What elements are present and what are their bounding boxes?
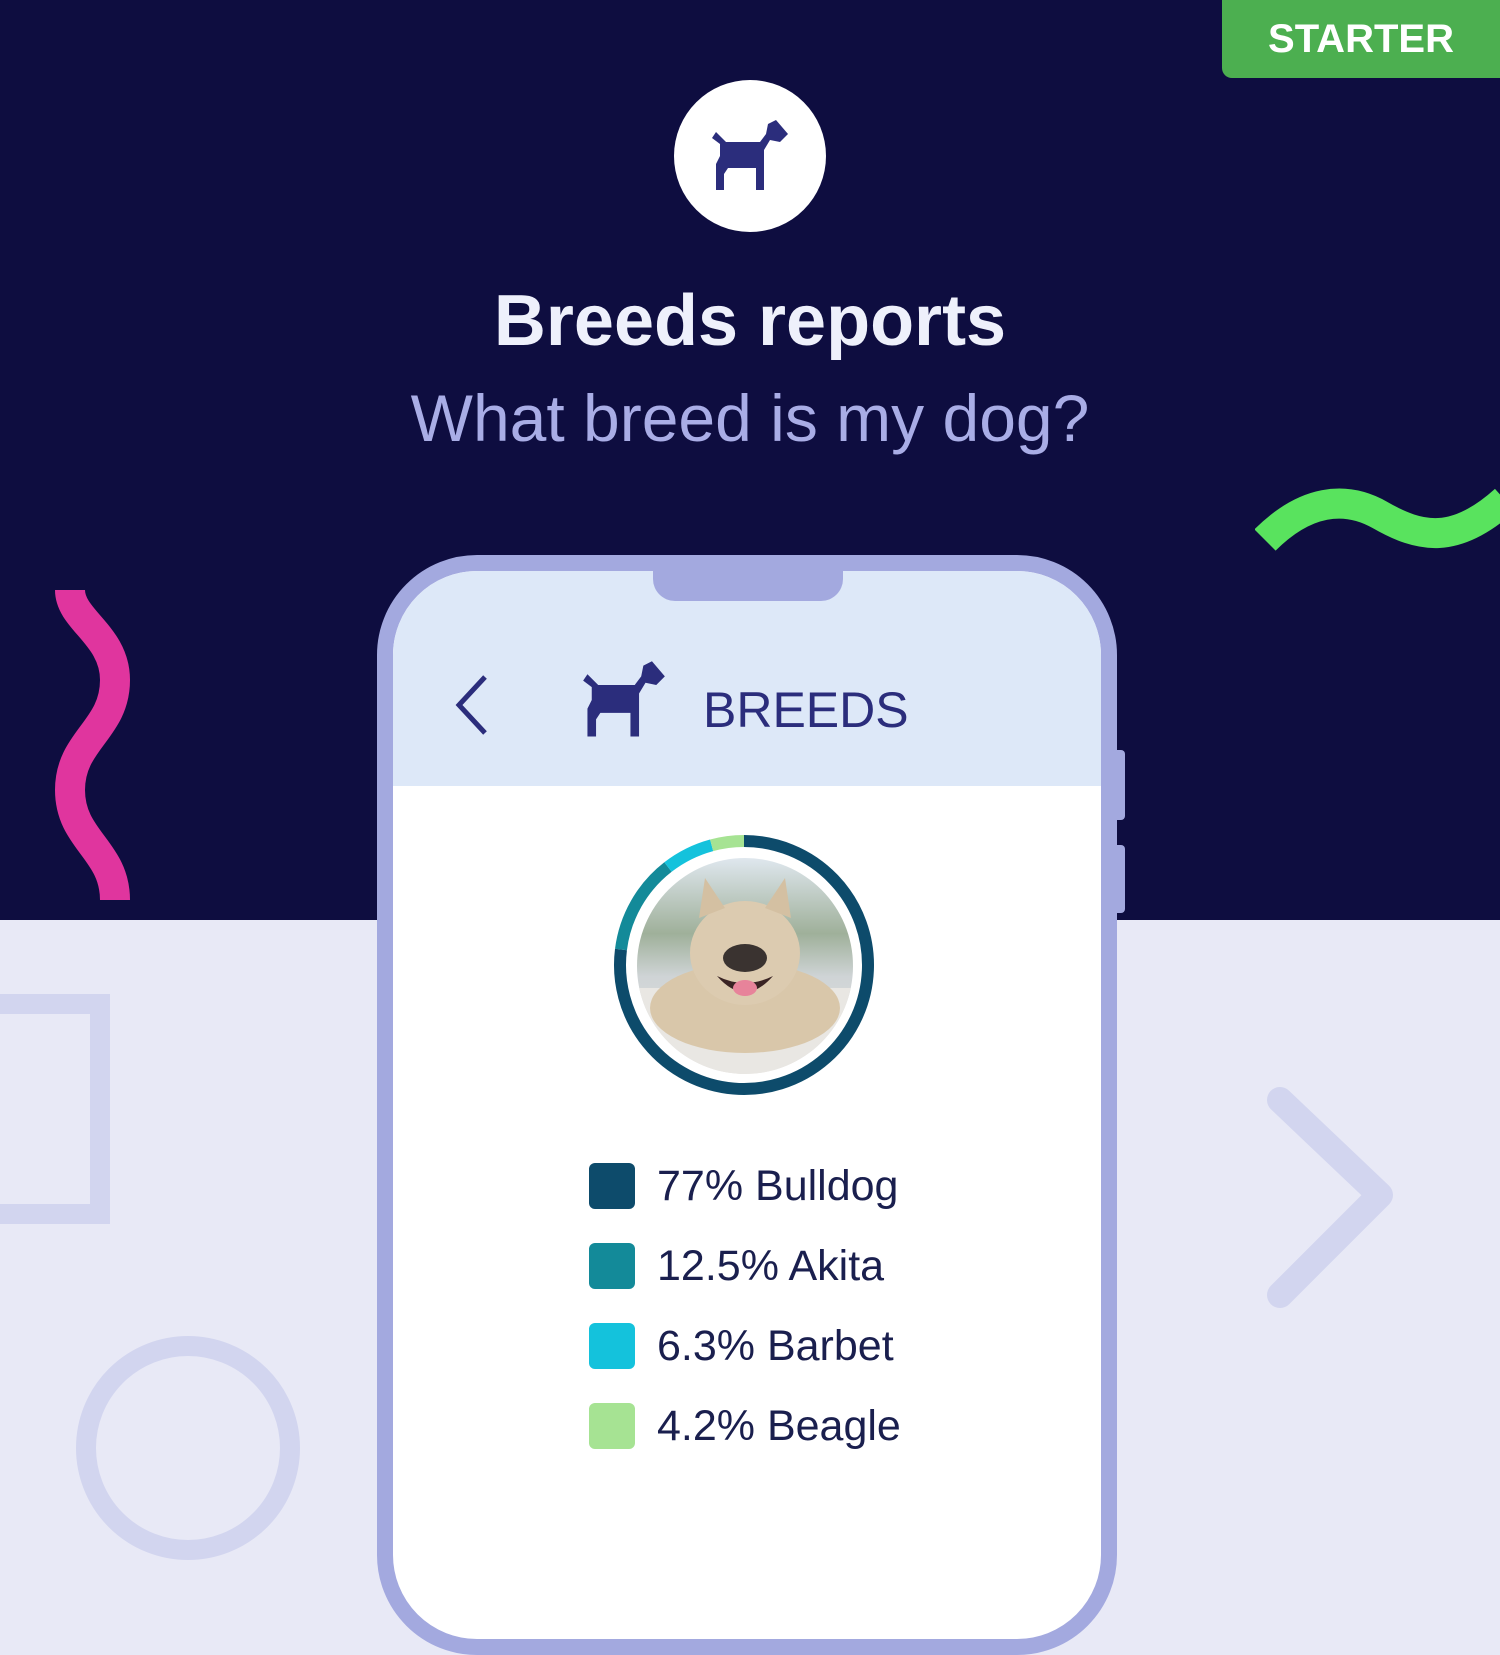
page-title: Breeds reports: [493, 281, 1007, 361]
hero-logo: [674, 80, 826, 232]
legend-label: 77% Bulldog: [657, 1161, 899, 1210]
french-bulldog-illustration: [637, 878, 853, 1074]
donut-segment-barbet: [664, 839, 714, 872]
pink-squiggle-decoration: [54, 588, 131, 901]
legend-swatch: [589, 1243, 635, 1289]
phone-side-button: [1117, 750, 1125, 820]
donut-segment-beagle: [710, 835, 745, 852]
dog-icon: [583, 661, 665, 737]
app-header-title: BREEDS: [703, 682, 909, 738]
phone-side-button: [1117, 845, 1125, 913]
circle-outline-decoration: [76, 1336, 300, 1560]
legend-item: 12.5% Akita: [589, 1226, 901, 1306]
plan-badge-label: STARTER: [1268, 16, 1454, 61]
legend-label: 4.2% Beagle: [657, 1401, 901, 1450]
legend-swatch: [589, 1323, 635, 1369]
square-outline-decoration: [0, 994, 110, 1224]
breed-legend: 77% Bulldog 12.5% Akita 6.3% Barbet 4.2% Be…: [589, 1146, 901, 1466]
page-subtitle: What breed is my dog?: [410, 381, 1090, 455]
donut-segment-akita: [615, 862, 672, 951]
donut-segment-bulldog: [614, 835, 874, 1095]
legend-label: 6.3% Barbet: [657, 1321, 894, 1370]
legend-label: 12.5% Akita: [657, 1241, 885, 1290]
green-wave-decoration: [1255, 488, 1500, 551]
legend-item: 6.3% Barbet: [589, 1306, 901, 1386]
breed-donut-chart: [614, 835, 874, 1095]
plan-badge: STARTER: [1222, 0, 1500, 78]
dog-photo: [637, 858, 853, 1074]
phone-mockup: BREEDS: [377, 555, 1117, 1655]
chevron-left-icon[interactable]: [453, 671, 493, 741]
legend-item: 4.2% Beagle: [589, 1386, 901, 1466]
phone-notch: [653, 571, 843, 601]
dog-icon: [712, 120, 788, 190]
legend-item: 77% Bulldog: [589, 1146, 901, 1226]
chevron-right-decoration: [1267, 1087, 1393, 1308]
legend-swatch: [589, 1403, 635, 1449]
app-header: BREEDS: [393, 571, 1101, 786]
legend-swatch: [589, 1163, 635, 1209]
